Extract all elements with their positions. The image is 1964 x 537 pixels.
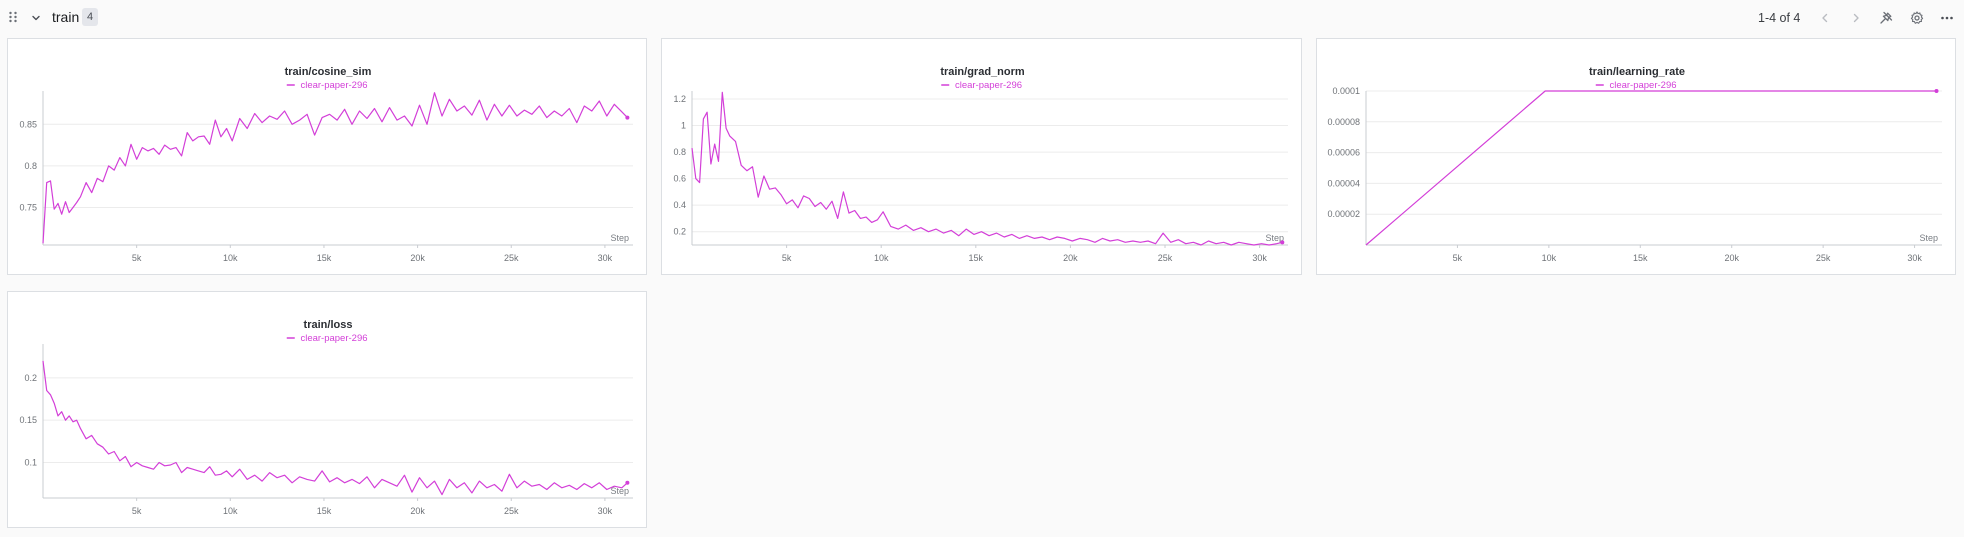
x-tick-label: 30k: [598, 506, 613, 516]
series-end-point: [1280, 240, 1285, 245]
pagination-label: 1-4 of 4: [1758, 11, 1801, 25]
x-tick-label: 10k: [874, 253, 889, 263]
x-tick-label: 25k: [504, 506, 519, 516]
x-tick-label: 10k: [223, 253, 238, 263]
gear-icon[interactable]: [1907, 8, 1927, 28]
panel-count-badge: 4: [82, 8, 98, 26]
series-line[interactable]: [42, 360, 628, 496]
series-line[interactable]: [42, 92, 628, 244]
x-tick-label: 5k: [132, 506, 142, 516]
legend[interactable]: clear-paper-296: [1595, 80, 1677, 91]
y-tick-label: 0.4: [673, 200, 686, 210]
chevron-left-icon[interactable]: [1815, 8, 1835, 28]
x-tick-label: 5k: [1453, 253, 1463, 263]
legend[interactable]: clear-paper-296: [941, 80, 1022, 91]
chart-panel-cosine-sim[interactable]: train/cosine_sim clear-paper-296 0.75 0.8 0.…: [7, 38, 647, 275]
legend-label: clear-paper-296: [300, 80, 367, 91]
x-tick-label: 30k: [1252, 253, 1267, 263]
section-title[interactable]: train: [52, 9, 80, 25]
y-tick-label: 0.8: [24, 161, 37, 171]
x-tick-label: 5k: [782, 253, 792, 263]
series-end-point: [625, 480, 630, 485]
x-axis-name: Step: [610, 233, 629, 243]
y-tick-label: 0.2: [673, 227, 686, 237]
chart-panel-grad-norm[interactable]: train/grad_norm clear-paper-296 0.2 0.4 0.6 0…: [661, 38, 1302, 275]
legend-label: clear-paper-296: [955, 80, 1022, 91]
y-tick-label: 0.6: [673, 174, 686, 184]
x-tick-label: 20k: [1063, 253, 1078, 263]
y-tick-label: 0.85: [19, 119, 37, 129]
x-tick-label: 30k: [598, 253, 613, 263]
chart-learning-rate: train/learning_rate clear-paper-296 0.0000…: [1327, 66, 1942, 263]
x-tick-label: 15k: [317, 253, 332, 263]
chart-title: train/loss: [304, 319, 353, 331]
y-tick-label: 0.15: [19, 415, 37, 425]
chart-title: train/cosine_sim: [285, 66, 372, 78]
chevron-down-icon[interactable]: [28, 10, 44, 26]
x-tick-label: 10k: [1542, 253, 1557, 263]
x-axis-name: Step: [610, 486, 629, 496]
chart-cosine-sim: train/cosine_sim clear-paper-296 0.75 0.8 0.…: [19, 66, 633, 263]
y-tick-label: 0.00008: [1327, 117, 1360, 127]
y-tick-label: 0.0001: [1332, 86, 1360, 96]
series-end-point: [625, 115, 630, 120]
series-line[interactable]: [1365, 90, 1937, 246]
y-tick-label: 0.1: [24, 457, 37, 467]
x-tick-label: 10k: [223, 506, 238, 516]
series-line[interactable]: [691, 91, 1283, 246]
legend-label: clear-paper-296: [1609, 80, 1676, 91]
legend[interactable]: clear-paper-296: [286, 80, 368, 91]
y-tick-label: 1.2: [673, 94, 686, 104]
x-tick-label: 5k: [132, 253, 142, 263]
x-tick-label: 20k: [410, 253, 425, 263]
x-tick-label: 15k: [317, 506, 332, 516]
y-tick-label: 0.2: [24, 373, 37, 383]
y-tick-label: 1: [681, 121, 686, 131]
x-axis-name: Step: [1919, 233, 1938, 243]
legend[interactable]: clear-paper-296: [286, 333, 368, 344]
drag-handle-icon[interactable]: [6, 10, 20, 24]
x-tick-label: 20k: [1724, 253, 1739, 263]
section-header: train 4 1-4 of 4: [0, 0, 1964, 36]
pin-icon[interactable]: [1876, 8, 1896, 28]
x-tick-label: 15k: [1633, 253, 1648, 263]
more-icon[interactable]: [1937, 8, 1957, 28]
series-end-point: [1934, 89, 1939, 93]
chart-title: train/grad_norm: [940, 66, 1025, 78]
x-tick-label: 25k: [1158, 253, 1173, 263]
x-tick-label: 15k: [969, 253, 984, 263]
x-tick-label: 25k: [1816, 253, 1831, 263]
x-tick-label: 20k: [410, 506, 425, 516]
chart-loss: train/loss clear-paper-296 0.1 0.15 0.2 5k 10k…: [19, 319, 633, 516]
y-tick-label: 0.00004: [1327, 178, 1360, 188]
chart-title: train/learning_rate: [1589, 66, 1685, 78]
x-tick-label: 30k: [1907, 253, 1922, 263]
chart-panel-learning-rate[interactable]: train/learning_rate clear-paper-296 0.0000…: [1316, 38, 1956, 275]
legend-label: clear-paper-296: [300, 333, 367, 344]
y-tick-label: 0.00006: [1327, 148, 1360, 158]
chart-grad-norm: train/grad_norm clear-paper-296 0.2 0.4 0.6 0…: [673, 66, 1288, 263]
y-tick-label: 0.75: [19, 203, 37, 213]
x-tick-label: 25k: [504, 253, 519, 263]
chart-panel-loss[interactable]: train/loss clear-paper-296 0.1 0.15 0.2 5k 10k…: [7, 291, 647, 528]
y-tick-label: 0.8: [673, 147, 686, 157]
y-tick-label: 0.00002: [1327, 209, 1360, 219]
x-axis-name: Step: [1265, 233, 1284, 243]
chevron-right-icon[interactable]: [1846, 8, 1866, 28]
